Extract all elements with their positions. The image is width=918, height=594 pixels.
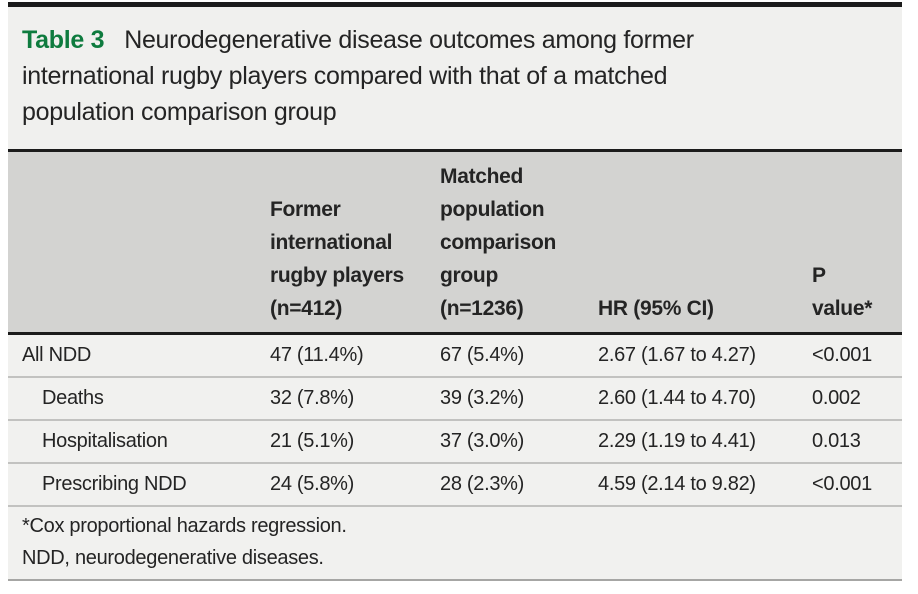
- row-label: Deaths: [42, 387, 104, 409]
- table-row: Prescribing NDD 24 (5.8%) 28 (2.3%) 4.59…: [8, 464, 902, 507]
- table-caption: Table 3 Neurodegenerative disease outcome…: [8, 7, 902, 149]
- table-row: All NDD 47 (11.4%) 67 (5.4%) 2.67 (1.67 …: [8, 335, 902, 378]
- header-divider-rule: [8, 332, 902, 335]
- matched-group-value: 28 (2.3%): [440, 473, 525, 495]
- former-players-value: 24 (5.8%): [270, 473, 355, 495]
- row-label: All NDD: [22, 344, 92, 366]
- p-value: <0.001: [812, 344, 872, 366]
- footnote-cox-regression: *Cox proportional hazards regression.: [22, 515, 347, 537]
- matched-group-value: 67 (5.4%): [440, 344, 525, 366]
- former-players-value: 32 (7.8%): [270, 387, 355, 409]
- matched-group-value: 37 (3.0%): [440, 430, 525, 452]
- p-value: 0.002: [812, 387, 861, 409]
- table-row: Hospitalisation 21 (5.1%) 37 (3.0%) 2.29…: [8, 421, 902, 464]
- row-label: Prescribing NDD: [42, 473, 187, 495]
- hr-ci-value: 2.60 (1.44 to 4.70): [598, 387, 756, 409]
- p-value: 0.013: [812, 430, 861, 452]
- table-top-rule: [8, 2, 902, 7]
- hr-ci-value: 2.29 (1.19 to 4.41): [598, 430, 756, 452]
- caption-divider-rule: [8, 149, 902, 152]
- table-footnotes: *Cox proportional hazards regression. ND…: [8, 507, 902, 581]
- matched-group-value: 39 (3.2%): [440, 387, 525, 409]
- hr-ci-value: 4.59 (2.14 to 9.82): [598, 473, 756, 495]
- header-hr-ci: HR (95% CI): [598, 297, 714, 320]
- header-former-players: Former international rugby players (n=41…: [270, 198, 404, 320]
- former-players-value: 21 (5.1%): [270, 430, 355, 452]
- table-header-row: Former international rugby players (n=41…: [8, 152, 902, 332]
- footnote-ndd-abbreviation: NDD, neurodegenerative diseases.: [22, 547, 324, 569]
- table-title: Neurodegenerative disease outcomes among…: [22, 26, 694, 126]
- p-value: <0.001: [812, 473, 872, 495]
- header-p-value: P value*: [812, 264, 873, 320]
- row-label: Hospitalisation: [42, 430, 168, 452]
- outcomes-table: Table 3 Neurodegenerative disease outcome…: [8, 2, 902, 581]
- former-players-value: 47 (11.4%): [270, 344, 364, 366]
- table-row: Deaths 32 (7.8%) 39 (3.2%) 2.60 (1.44 to…: [8, 378, 902, 421]
- header-matched-group: Matched population comparison group (n=1…: [440, 165, 557, 320]
- hr-ci-value: 2.67 (1.67 to 4.27): [598, 344, 756, 366]
- table-number-label: Table 3: [22, 26, 105, 54]
